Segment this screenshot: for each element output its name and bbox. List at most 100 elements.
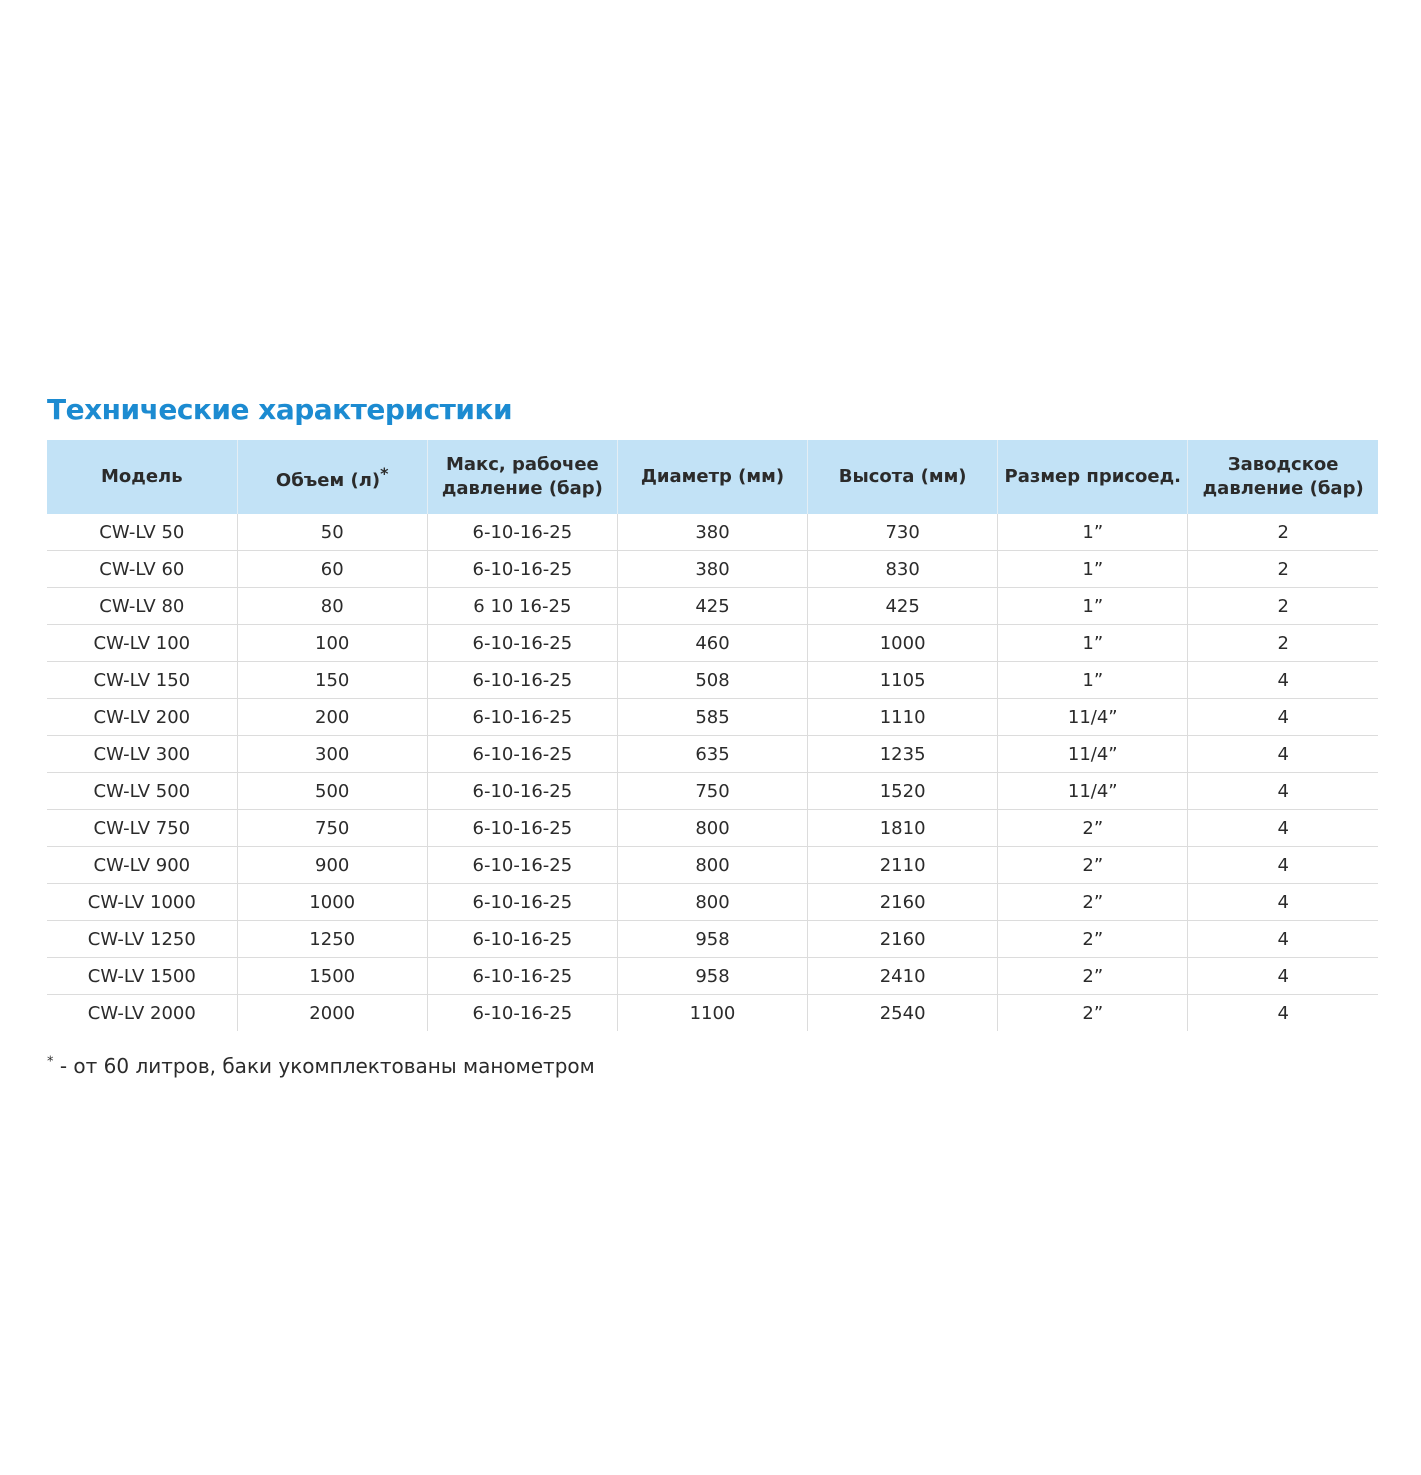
column-header-label: Модель (101, 466, 183, 487)
table-cell: 1105 (807, 661, 998, 699)
specs-table: Модель Объем (л)* Макс, рабочее давление (… (47, 440, 1378, 1031)
column-header: Модель (47, 440, 238, 514)
table-cell: CW-LV 500 (47, 772, 238, 810)
table-row: CW-LV 750 750 6-10-16-25 800 1810 2” 4 (47, 809, 1378, 847)
table-cell: 2410 (807, 957, 998, 995)
table-cell: CW-LV 750 (47, 809, 238, 847)
table-cell: 1110 (807, 698, 998, 736)
table-cell: 2 (1187, 514, 1378, 551)
table-cell: 800 (616, 846, 808, 884)
table-cell: 425 (807, 587, 998, 625)
table-cell: 2 (1187, 624, 1378, 662)
table-cell: 2 (1187, 587, 1378, 625)
table-cell: 300 (236, 735, 428, 773)
table-cell: CW-LV 1500 (47, 957, 238, 995)
table-cell: 1” (997, 661, 1188, 699)
table-cell: 6-10-16-25 (426, 735, 618, 773)
table-cell: 4 (1187, 957, 1378, 995)
table-cell: 50 (236, 514, 428, 551)
table-cell: 11/4” (997, 772, 1188, 810)
table-cell: 2” (997, 994, 1188, 1031)
table-cell: 6-10-16-25 (426, 846, 618, 884)
table-cell: 6-10-16-25 (426, 698, 618, 736)
column-header-label: Макс, рабочее давление (бар) (441, 454, 603, 499)
table-cell: 730 (807, 514, 998, 551)
table-cell: 100 (236, 624, 428, 662)
table-cell: 635 (616, 735, 808, 773)
table-cell: 6-10-16-25 (426, 883, 618, 921)
table-cell: 958 (616, 957, 808, 995)
table-cell: 2” (997, 846, 1188, 884)
table-cell: 4 (1187, 846, 1378, 884)
table-cell: CW-LV 150 (47, 661, 238, 699)
table-cell: 6-10-16-25 (426, 550, 618, 588)
table-cell: 4 (1187, 994, 1378, 1031)
table-cell: 6 10 16-25 (426, 587, 618, 625)
table-cell: 6-10-16-25 (426, 661, 618, 699)
table-cell: 2160 (807, 883, 998, 921)
table-row: CW-LV 900 900 6-10-16-25 800 2110 2” 4 (47, 846, 1378, 884)
table-cell: 6-10-16-25 (426, 772, 618, 810)
table-cell: 900 (236, 846, 428, 884)
column-header-label: Объем (л) (275, 469, 381, 491)
table-cell: 800 (616, 809, 808, 847)
table-row: CW-LV 1500 1500 6-10-16-25 958 2410 2” 4 (47, 957, 1378, 995)
table-cell: 2” (997, 957, 1188, 995)
table-cell: 1000 (236, 883, 428, 921)
table-cell: 1500 (236, 957, 428, 995)
footnote-mark: * (47, 1054, 54, 1070)
table-cell: 4 (1187, 809, 1378, 847)
column-header: Заводское давление (бар) (1187, 440, 1378, 514)
table-row: CW-LV 80 80 6 10 16-25 425 425 1” 2 (47, 587, 1378, 625)
table-cell: 2000 (236, 994, 428, 1031)
table-cell: CW-LV 300 (47, 735, 238, 773)
table-cell: 750 (616, 772, 808, 810)
table-cell: 1520 (807, 772, 998, 810)
page-title: Технические характеристики (47, 393, 513, 426)
table-cell: 11/4” (997, 735, 1188, 773)
table-cell: CW-LV 1250 (47, 920, 238, 958)
table-row: CW-LV 60 60 6-10-16-25 380 830 1” 2 (47, 550, 1378, 588)
table-cell: 150 (236, 661, 428, 699)
table-cell: 460 (616, 624, 808, 662)
table-cell: 4 (1187, 772, 1378, 810)
column-header-label: Заводское давление (бар) (1202, 454, 1364, 499)
table-row: CW-LV 300 300 6-10-16-25 635 1235 11/4” 4 (47, 735, 1378, 773)
table-cell: 1” (997, 624, 1188, 662)
table-cell: 1” (997, 550, 1188, 588)
table-cell: 2 (1187, 550, 1378, 588)
footnote: * - от 60 литров, баки укомплектованы ма… (47, 1054, 595, 1078)
table-cell: 1235 (807, 735, 998, 773)
footnote-text: - от 60 литров, баки укомплектованы мано… (53, 1054, 595, 1078)
table-cell: CW-LV 60 (47, 550, 238, 588)
table-cell: 6-10-16-25 (426, 809, 618, 847)
table-row: CW-LV 500 500 6-10-16-25 750 1520 11/4” 4 (47, 772, 1378, 810)
column-header: Размер присоед. (997, 440, 1188, 514)
table-cell: 6-10-16-25 (426, 994, 618, 1031)
table-cell: 2” (997, 809, 1188, 847)
table-cell: CW-LV 900 (47, 846, 238, 884)
table-cell: 6-10-16-25 (426, 920, 618, 958)
table-cell: 80 (236, 587, 428, 625)
table-cell: 6-10-16-25 (426, 957, 618, 995)
table-cell: CW-LV 200 (47, 698, 238, 736)
table-cell: 500 (236, 772, 428, 810)
table-cell: 508 (616, 661, 808, 699)
table-cell: 2540 (807, 994, 998, 1031)
table-cell: 4 (1187, 735, 1378, 773)
column-header: Высота (мм) (807, 440, 998, 514)
table-cell: 1” (997, 587, 1188, 625)
table-cell: 1000 (807, 624, 998, 662)
column-header: Диаметр (мм) (616, 440, 808, 514)
table-cell: 958 (616, 920, 808, 958)
table-row: CW-LV 50 50 6-10-16-25 380 730 1” 2 (47, 514, 1378, 551)
table-cell: 830 (807, 550, 998, 588)
table-cell: 585 (616, 698, 808, 736)
table-cell: 1250 (236, 920, 428, 958)
table-row: CW-LV 150 150 6-10-16-25 508 1105 1” 4 (47, 661, 1378, 699)
column-header: Макс, рабочее давление (бар) (426, 440, 618, 514)
table-cell: 1810 (807, 809, 998, 847)
table-cell: 380 (616, 550, 808, 588)
table-cell: 4 (1187, 698, 1378, 736)
table-cell: CW-LV 2000 (87, 1002, 196, 1024)
